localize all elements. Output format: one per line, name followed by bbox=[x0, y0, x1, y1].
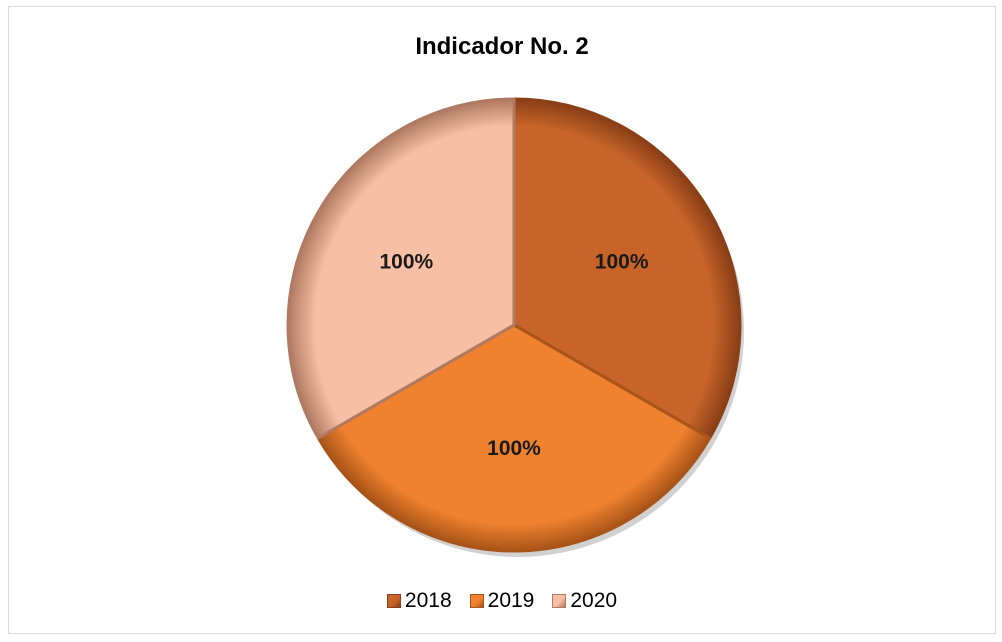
legend-swatch-2020 bbox=[552, 594, 567, 608]
legend-label-2018: 2018 bbox=[404, 589, 452, 612]
data-label-2019: 100% bbox=[487, 437, 541, 460]
legend-swatch-2018 bbox=[386, 594, 401, 608]
pie-slice-2020 bbox=[286, 97, 516, 440]
pie-slice-2018 bbox=[512, 97, 742, 440]
legend-label-2020: 2020 bbox=[570, 589, 618, 612]
chart-area: Indicador No. 2 100% 100% 100% 2018 2019 2… bbox=[8, 6, 996, 634]
pie-chart: 100% 100% 100% bbox=[286, 97, 744, 557]
legend-swatch-2019 bbox=[469, 594, 484, 608]
legend-item-2018: 2018 bbox=[386, 589, 452, 613]
data-label-2018: 100% bbox=[595, 250, 649, 273]
data-label-2020: 100% bbox=[379, 250, 433, 273]
chart-legend: 2018 2019 2020 bbox=[9, 589, 995, 613]
legend-item-2020: 2020 bbox=[552, 589, 617, 613]
legend-item-2019: 2019 bbox=[469, 589, 535, 613]
legend-label-2019: 2019 bbox=[487, 589, 535, 612]
chart-title: Indicador No. 2 bbox=[415, 33, 589, 60]
